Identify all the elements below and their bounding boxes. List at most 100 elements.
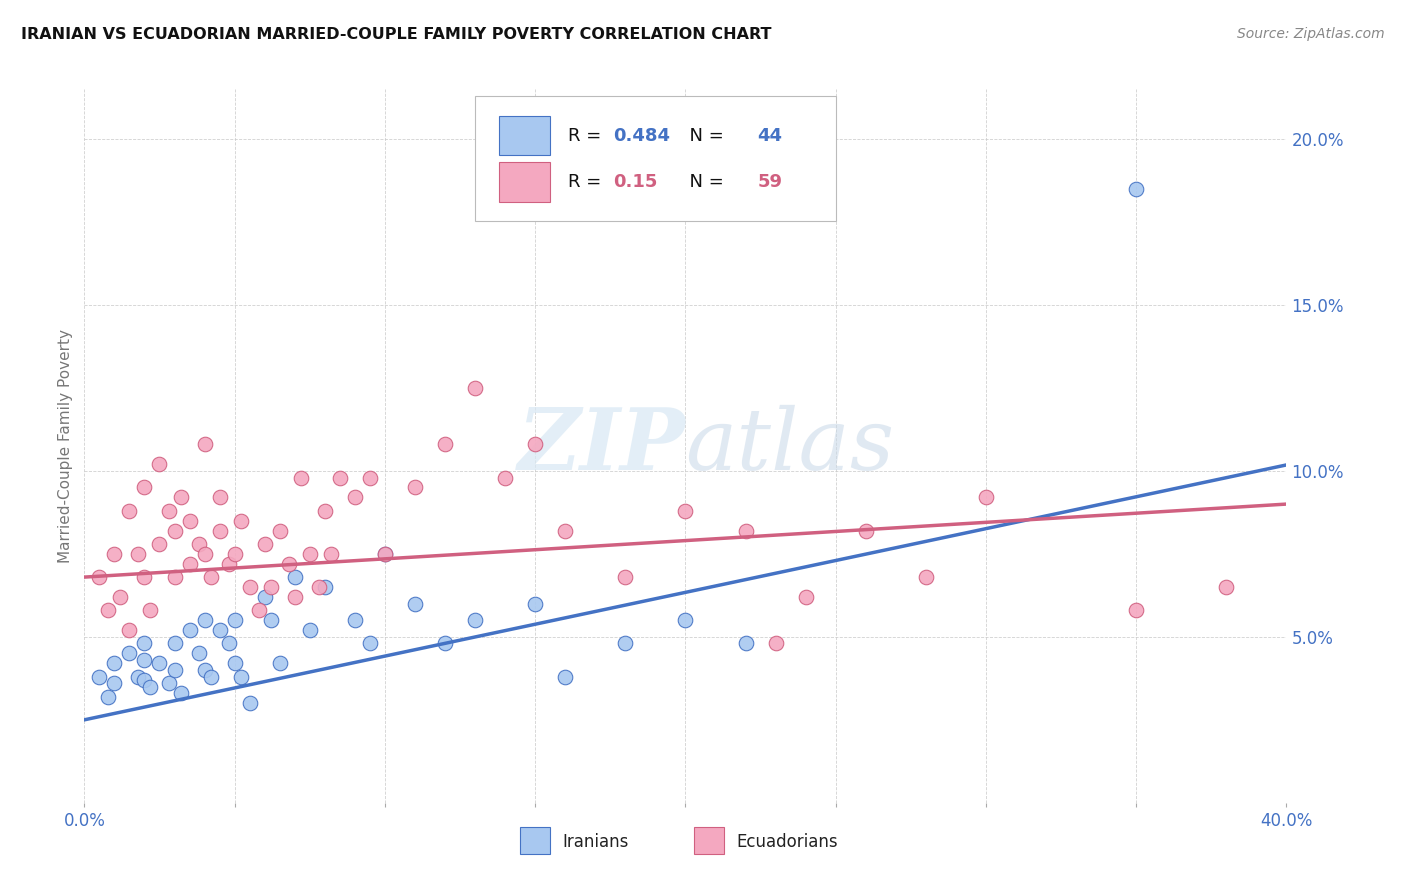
Point bbox=[524, 437, 547, 451]
Point bbox=[179, 514, 201, 528]
Point bbox=[734, 524, 756, 538]
FancyBboxPatch shape bbox=[520, 827, 550, 855]
Text: 59: 59 bbox=[758, 173, 783, 191]
Point bbox=[253, 590, 276, 604]
Point bbox=[208, 524, 231, 538]
Y-axis label: Married-Couple Family Poverty: Married-Couple Family Poverty bbox=[58, 329, 73, 563]
Point bbox=[229, 670, 252, 684]
Point bbox=[314, 504, 336, 518]
Point bbox=[284, 590, 307, 604]
Point bbox=[374, 547, 396, 561]
Point bbox=[675, 504, 697, 518]
Text: N =: N = bbox=[678, 127, 730, 145]
Point bbox=[218, 557, 240, 571]
Point bbox=[118, 647, 141, 661]
Point bbox=[524, 597, 547, 611]
Point bbox=[200, 670, 222, 684]
FancyBboxPatch shape bbox=[475, 96, 835, 221]
FancyBboxPatch shape bbox=[499, 116, 550, 155]
Point bbox=[187, 537, 209, 551]
Point bbox=[148, 457, 170, 471]
Point bbox=[118, 624, 141, 638]
Point bbox=[434, 636, 457, 650]
Point bbox=[97, 690, 120, 704]
Point bbox=[1125, 603, 1147, 617]
Point bbox=[169, 686, 191, 700]
Point bbox=[208, 491, 231, 505]
Point bbox=[284, 570, 307, 584]
Point bbox=[1125, 182, 1147, 196]
Point bbox=[89, 670, 111, 684]
Point bbox=[974, 491, 997, 505]
Point bbox=[253, 537, 276, 551]
Point bbox=[148, 657, 170, 671]
Point bbox=[163, 570, 186, 584]
Point bbox=[134, 570, 156, 584]
Point bbox=[134, 636, 156, 650]
Point bbox=[343, 491, 366, 505]
Point bbox=[277, 557, 299, 571]
Text: R =: R = bbox=[568, 127, 606, 145]
Text: Ecuadorians: Ecuadorians bbox=[737, 833, 838, 851]
Point bbox=[359, 470, 381, 484]
Text: Source: ZipAtlas.com: Source: ZipAtlas.com bbox=[1237, 27, 1385, 41]
Point bbox=[319, 547, 342, 561]
Point bbox=[614, 636, 637, 650]
Point bbox=[163, 636, 186, 650]
Text: N =: N = bbox=[678, 173, 730, 191]
Point bbox=[97, 603, 120, 617]
Point bbox=[614, 570, 637, 584]
Point bbox=[103, 547, 125, 561]
Point bbox=[218, 636, 240, 650]
Text: atlas: atlas bbox=[686, 405, 894, 487]
Point bbox=[194, 437, 217, 451]
Point bbox=[359, 636, 381, 650]
Point bbox=[260, 613, 283, 627]
Point bbox=[194, 547, 217, 561]
FancyBboxPatch shape bbox=[499, 162, 550, 202]
Point bbox=[224, 547, 246, 561]
Point bbox=[915, 570, 938, 584]
Point bbox=[239, 580, 262, 594]
Point bbox=[139, 603, 162, 617]
Point bbox=[134, 673, 156, 687]
Point bbox=[794, 590, 817, 604]
Point bbox=[464, 381, 486, 395]
Point bbox=[464, 613, 486, 627]
Point bbox=[163, 524, 186, 538]
Point bbox=[247, 603, 270, 617]
Text: ZIP: ZIP bbox=[517, 404, 686, 488]
Point bbox=[103, 676, 125, 690]
Point bbox=[194, 613, 217, 627]
Point bbox=[269, 657, 291, 671]
Point bbox=[239, 696, 262, 710]
Point bbox=[157, 504, 180, 518]
Point bbox=[134, 481, 156, 495]
Point bbox=[260, 580, 283, 594]
Point bbox=[229, 514, 252, 528]
Point bbox=[404, 481, 426, 495]
Point bbox=[139, 680, 162, 694]
Point bbox=[329, 470, 352, 484]
Point bbox=[224, 613, 246, 627]
Point bbox=[269, 524, 291, 538]
Point bbox=[290, 470, 312, 484]
Point bbox=[163, 663, 186, 677]
Point bbox=[554, 524, 576, 538]
Text: 44: 44 bbox=[758, 127, 783, 145]
Point bbox=[314, 580, 336, 594]
Text: Iranians: Iranians bbox=[562, 833, 628, 851]
Point bbox=[103, 657, 125, 671]
Point bbox=[343, 613, 366, 627]
Point bbox=[554, 670, 576, 684]
Point bbox=[194, 663, 217, 677]
Point bbox=[224, 657, 246, 671]
Point bbox=[148, 537, 170, 551]
Point bbox=[179, 624, 201, 638]
Point bbox=[298, 624, 321, 638]
Point bbox=[200, 570, 222, 584]
Point bbox=[1215, 580, 1237, 594]
Point bbox=[855, 524, 877, 538]
Text: IRANIAN VS ECUADORIAN MARRIED-COUPLE FAMILY POVERTY CORRELATION CHART: IRANIAN VS ECUADORIAN MARRIED-COUPLE FAM… bbox=[21, 27, 772, 42]
Point bbox=[118, 504, 141, 518]
